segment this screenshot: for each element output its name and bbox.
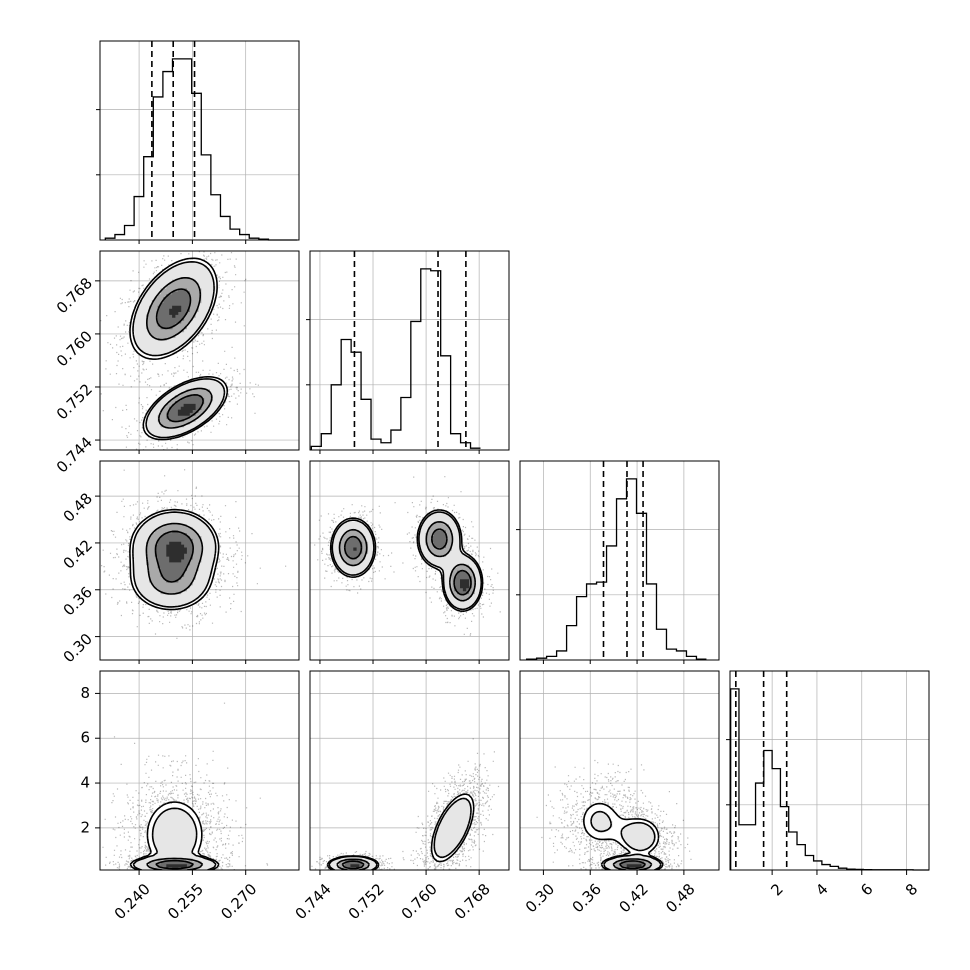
contour-1-2-0 bbox=[329, 509, 484, 613]
density-band-2 bbox=[146, 524, 202, 595]
x-tick-label-3-0: 2 bbox=[767, 880, 786, 899]
scatter-panel-1-2 bbox=[309, 460, 510, 661]
density-band-1 bbox=[131, 512, 216, 609]
density-band-3 bbox=[157, 288, 205, 422]
contour-0-1-2 bbox=[146, 277, 213, 429]
hist-panel-3 bbox=[726, 670, 930, 871]
hist-frame-1 bbox=[309, 250, 510, 451]
x-tick-label-0-2: 0.270 bbox=[217, 880, 260, 923]
scatter-frame-0-2 bbox=[99, 460, 300, 661]
histogram-0 bbox=[104, 58, 298, 241]
density-band-0 bbox=[583, 803, 662, 870]
hist-panel-2 bbox=[516, 460, 720, 661]
contour-0-3-0 bbox=[129, 801, 220, 870]
y-tick-label-3-2: 6 bbox=[80, 729, 90, 747]
x-tick-label-3-3: 8 bbox=[902, 880, 921, 899]
hist-panel-0 bbox=[96, 40, 300, 241]
x-tick-label-1-0: 0.744 bbox=[292, 880, 335, 923]
contour-0-1-3 bbox=[155, 288, 204, 423]
hist-frame-2 bbox=[519, 460, 720, 661]
x-tick-label-0-0: 0.240 bbox=[111, 880, 154, 923]
y-tick-label-2-0: 0.30 bbox=[60, 630, 96, 666]
scatter-panel-0-1 bbox=[99, 250, 300, 451]
x-tick-label-2-0: 0.30 bbox=[522, 880, 558, 916]
scatter-frame-0-3 bbox=[99, 670, 300, 871]
density-core bbox=[166, 541, 187, 563]
contour-0-1-0 bbox=[129, 257, 229, 441]
contour-0-2-1 bbox=[132, 511, 217, 608]
density-band-2 bbox=[146, 277, 213, 428]
density-band-3 bbox=[344, 530, 472, 595]
x-tick-label-2-1: 0.36 bbox=[569, 880, 605, 916]
x-tick-label-0-1: 0.255 bbox=[164, 880, 207, 923]
density-core bbox=[166, 864, 187, 868]
histogram-3 bbox=[730, 688, 929, 871]
scatter-frame-1-3 bbox=[309, 670, 510, 871]
x-tick-label-3-2: 6 bbox=[857, 880, 876, 899]
density-core bbox=[169, 305, 196, 416]
contour-1-2-1 bbox=[331, 511, 483, 611]
histogram-2 bbox=[525, 478, 707, 660]
contour-0-2-0 bbox=[129, 508, 220, 611]
y-tick-label-2-2: 0.42 bbox=[60, 536, 96, 572]
x-tick-label-1-3: 0.768 bbox=[451, 880, 494, 923]
contour-0-3-3 bbox=[155, 859, 194, 870]
x-tick-label-2-3: 0.48 bbox=[662, 880, 698, 916]
density-band-1 bbox=[131, 262, 225, 439]
y-tick-label-3-3: 8 bbox=[80, 684, 90, 702]
density-band-1 bbox=[592, 812, 662, 870]
histogram-1 bbox=[310, 268, 481, 450]
x-tick-label-2-2: 0.42 bbox=[615, 880, 651, 916]
y-tick-label-2-3: 0.48 bbox=[60, 489, 96, 525]
contour-1-2-2 bbox=[338, 521, 476, 602]
scatter-frame-1-2 bbox=[309, 460, 510, 661]
x-tick-label-3-1: 4 bbox=[812, 880, 831, 899]
y-tick-label-2-1: 0.36 bbox=[60, 583, 96, 619]
density-core bbox=[350, 864, 360, 868]
hist-frame-0 bbox=[99, 40, 300, 241]
x-tick-label-1-1: 0.752 bbox=[345, 880, 388, 923]
scatter-frame-2-3 bbox=[519, 670, 720, 871]
y-tick-label-3-1: 4 bbox=[80, 774, 90, 792]
contour-0-2-3 bbox=[154, 530, 194, 583]
contour-1-3-1 bbox=[328, 797, 472, 870]
y-tick-label-1-0: 0.744 bbox=[53, 433, 96, 476]
contour-1-2-3 bbox=[343, 528, 472, 596]
y-tick-label-1-1: 0.752 bbox=[53, 380, 96, 423]
contour-2-3-2 bbox=[612, 858, 653, 870]
density-band-1 bbox=[330, 797, 472, 870]
contour-0-1-1 bbox=[132, 261, 226, 439]
y-tick-label-1-3: 0.768 bbox=[53, 274, 96, 317]
scatter-frame-0-1 bbox=[99, 250, 300, 451]
contour-2-3-1 bbox=[590, 810, 662, 870]
scatter-panel-2-3 bbox=[519, 670, 720, 871]
density-band-0 bbox=[131, 800, 219, 870]
scatter-panel-0-2 bbox=[99, 460, 300, 661]
hist-panel-1 bbox=[306, 250, 510, 451]
contour-1-3-3 bbox=[341, 860, 365, 870]
contour-0-3-1 bbox=[132, 807, 217, 870]
scatter-panel-1-3 bbox=[309, 670, 510, 871]
contour-2-3-0 bbox=[583, 802, 664, 870]
contour-0-2-2 bbox=[145, 522, 204, 595]
hist-frame-3 bbox=[729, 670, 930, 871]
contour-2-3-3 bbox=[618, 860, 647, 870]
y-tick-label-3-0: 2 bbox=[80, 818, 90, 836]
x-tick-label-1-2: 0.760 bbox=[398, 880, 441, 923]
scatter-panel-0-3 bbox=[99, 670, 300, 871]
density-core bbox=[626, 864, 642, 868]
y-tick-label-1-2: 0.760 bbox=[53, 327, 96, 370]
